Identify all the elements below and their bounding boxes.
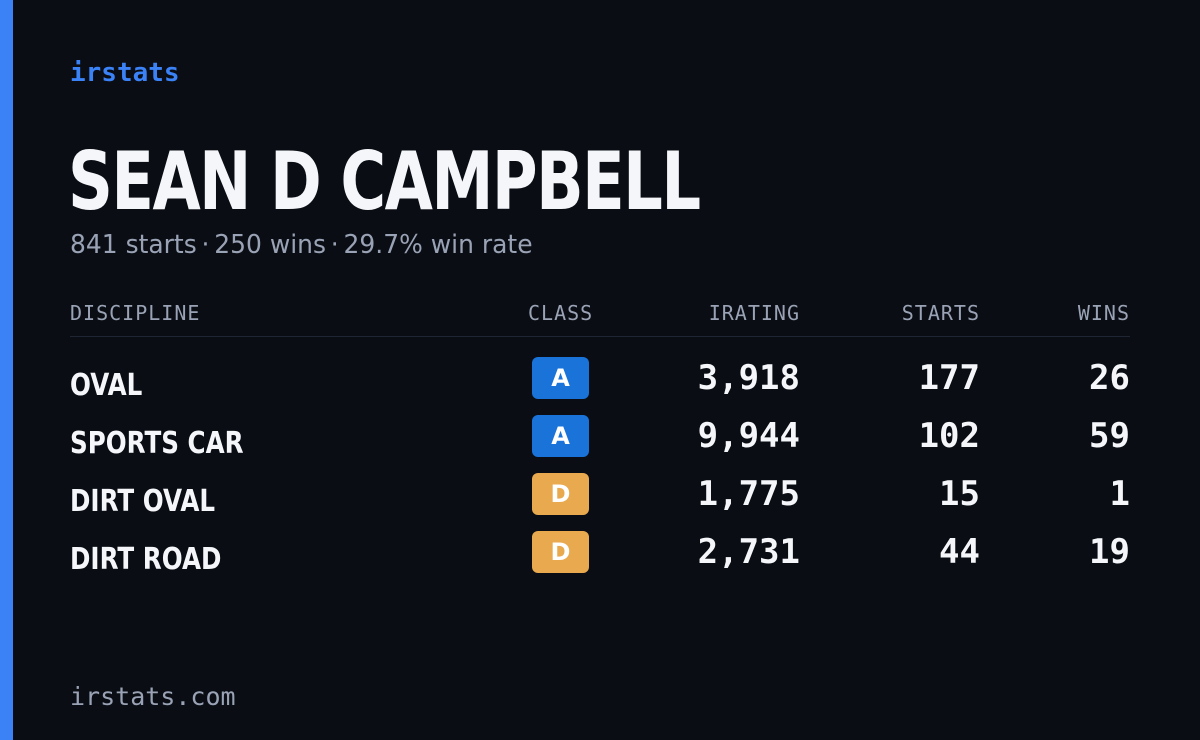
row-wins: 1	[1109, 474, 1130, 514]
summary-wins: 250 wins	[214, 230, 327, 260]
row-irating: 9,944	[697, 416, 800, 456]
header-wins: WINS	[1077, 301, 1130, 325]
summary-starts: 841 starts	[70, 230, 197, 260]
table-row: OVAL A 3,918 177 26	[70, 353, 1130, 411]
header-starts: STARTS	[901, 301, 980, 325]
row-irating: 1,775	[697, 474, 800, 514]
row-starts: 15	[939, 474, 980, 514]
discipline-table: DISCIPLINE CLASS IRATING STARTS WINS OVA…	[70, 296, 1130, 585]
row-irating: 2,731	[697, 532, 800, 572]
footer-link[interactable]: irstats.com	[70, 682, 236, 711]
table-row: SPORTS CAR A 9,944 102 59	[70, 411, 1130, 469]
row-discipline: SPORTS CAR	[70, 426, 244, 461]
header-discipline: DISCIPLINE	[70, 301, 201, 325]
row-irating: 3,918	[697, 358, 800, 398]
row-discipline: DIRT ROAD	[70, 542, 222, 577]
row-wins: 59	[1089, 416, 1130, 456]
summary-win-rate: 29.7% win rate	[343, 230, 533, 260]
row-discipline: OVAL	[70, 368, 143, 403]
row-discipline: DIRT OVAL	[70, 484, 216, 519]
driver-name: SEAN D CAMPBELL	[68, 135, 701, 228]
driver-summary: 841 starts · 250 wins · 29.7% win rate	[70, 228, 533, 262]
row-wins: 19	[1089, 532, 1130, 572]
table-body: OVAL A 3,918 177 26 SPORTS CAR A 9,944 1…	[70, 337, 1130, 585]
class-badge: A	[532, 415, 589, 457]
brand-logo: irstats	[70, 58, 180, 88]
class-badge: D	[532, 473, 589, 515]
class-badge: A	[532, 357, 589, 399]
table-row: DIRT ROAD D 2,731 44 19	[70, 527, 1130, 585]
table-row: DIRT OVAL D 1,775 15 1	[70, 469, 1130, 527]
row-starts: 177	[918, 358, 980, 398]
class-badge: D	[532, 531, 589, 573]
row-wins: 26	[1089, 358, 1130, 398]
header-class: CLASS	[528, 301, 594, 325]
accent-bar	[0, 0, 13, 740]
row-starts: 44	[939, 532, 980, 572]
summary-separator: ·	[330, 230, 339, 260]
summary-separator: ·	[201, 230, 210, 260]
header-irating: IRATING	[708, 301, 800, 325]
table-header: DISCIPLINE CLASS IRATING STARTS WINS	[70, 296, 1130, 337]
row-starts: 102	[918, 416, 980, 456]
